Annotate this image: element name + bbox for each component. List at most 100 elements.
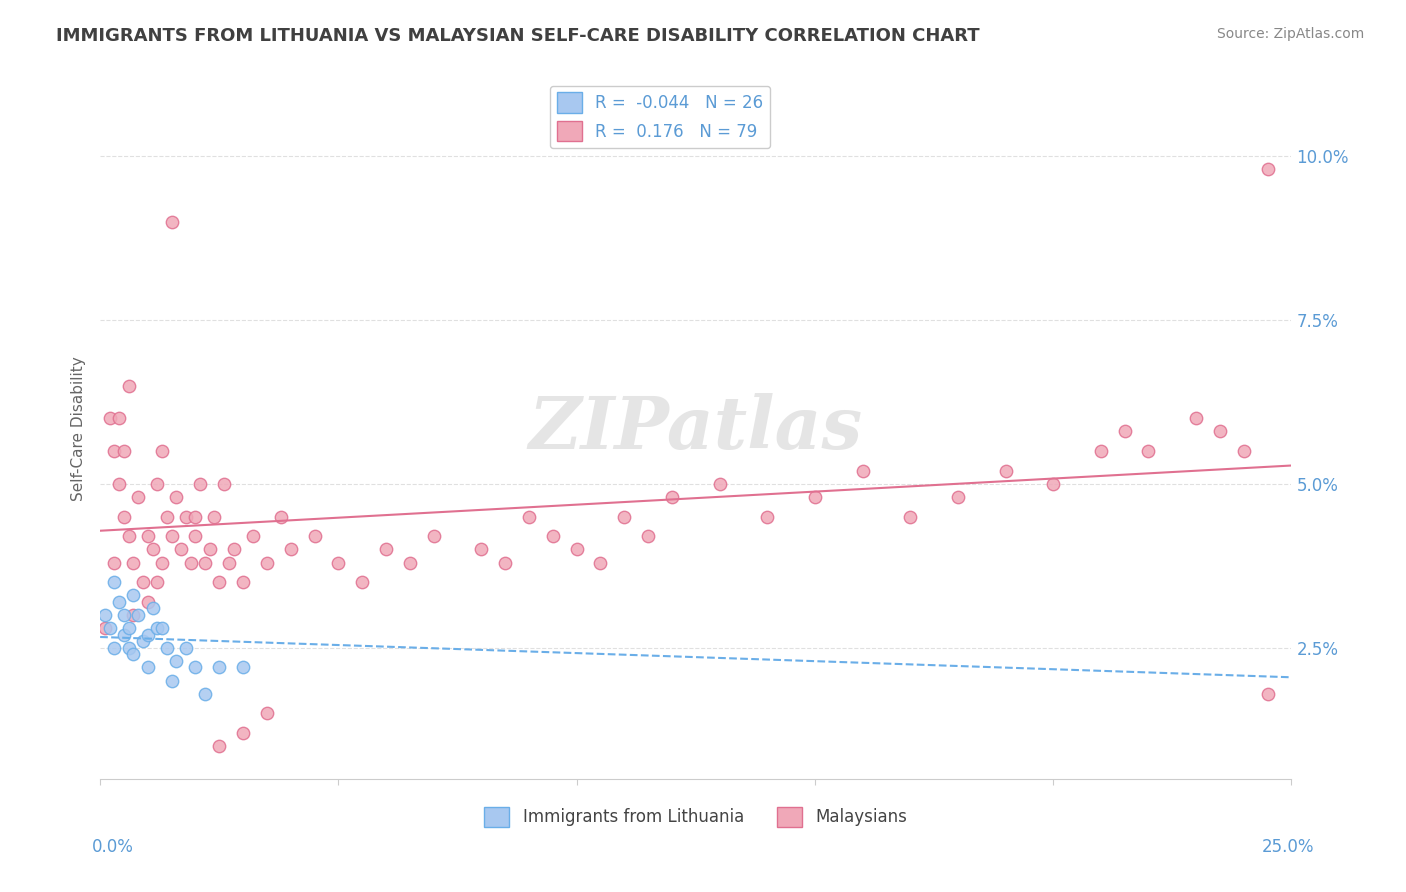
Point [613,509,636,524]
Point [208,660,231,674]
Point [136,595,159,609]
Point [422,529,444,543]
Point [160,215,183,229]
Point [94,607,117,622]
Point [208,739,231,753]
Point [170,542,193,557]
Point [132,575,155,590]
Point [108,476,131,491]
Point [160,529,183,543]
Point [194,687,217,701]
Point [150,621,173,635]
Point [118,621,141,635]
Point [1257,687,1279,701]
Point [180,556,202,570]
Point [1185,411,1208,425]
Point [127,607,149,622]
Point [132,634,155,648]
Point [98,621,121,635]
Point [470,542,492,557]
Point [328,556,350,570]
Point [242,529,264,543]
Point [232,726,254,740]
Point [118,378,141,392]
Point [146,621,169,635]
Point [150,556,173,570]
Point [150,444,173,458]
Point [141,542,163,557]
Point [352,575,374,590]
Point [1042,476,1064,491]
Point [112,509,135,524]
Legend: Immigrants from Lithuania, Malaysians: Immigrants from Lithuania, Malaysians [478,800,914,834]
Point [494,556,516,570]
Point [112,444,135,458]
Point [565,542,588,557]
Point [108,595,131,609]
Point [517,509,540,524]
Point [165,490,187,504]
Point [184,509,207,524]
Point [204,509,226,524]
Point [122,556,145,570]
Point [194,556,217,570]
Point [112,628,135,642]
Point [851,464,873,478]
Text: IMMIGRANTS FROM LITHUANIA VS MALAYSIAN SELF-CARE DISABILITY CORRELATION CHART: IMMIGRANTS FROM LITHUANIA VS MALAYSIAN S… [56,27,980,45]
Point [188,476,211,491]
Point [589,556,612,570]
Point [256,706,278,721]
Text: Source: ZipAtlas.com: Source: ZipAtlas.com [1216,27,1364,41]
Text: 0.0%: 0.0% [91,838,134,856]
Point [98,411,121,425]
Point [127,490,149,504]
Point [103,640,125,655]
Point [174,509,197,524]
Point [160,673,183,688]
Point [256,556,278,570]
Y-axis label: Self-Care Disability: Self-Care Disability [72,356,86,500]
Point [184,529,207,543]
Point [136,628,159,642]
Point [174,640,197,655]
Point [946,490,969,504]
Point [103,556,125,570]
Point [232,660,254,674]
Point [1114,425,1136,439]
Point [146,476,169,491]
Point [709,476,731,491]
Point [165,654,187,668]
Text: 25.0%: 25.0% [1263,838,1315,856]
Point [108,411,131,425]
Point [756,509,779,524]
Point [103,444,125,458]
Point [208,575,231,590]
Point [122,607,145,622]
Point [1209,425,1232,439]
Point [898,509,921,524]
Point [804,490,827,504]
Point [270,509,292,524]
Point [146,575,169,590]
Point [1257,162,1279,177]
Point [118,529,141,543]
Point [994,464,1017,478]
Point [1137,444,1160,458]
Point [103,575,125,590]
Point [541,529,564,543]
Point [141,601,163,615]
Point [136,660,159,674]
Point [1090,444,1112,458]
Text: ZIPatlas: ZIPatlas [529,392,863,464]
Point [184,660,207,674]
Point [118,640,141,655]
Point [156,640,179,655]
Point [280,542,302,557]
Point [122,648,145,662]
Point [661,490,683,504]
Point [94,621,117,635]
Point [112,607,135,622]
Point [212,476,235,491]
Point [375,542,398,557]
Point [136,529,159,543]
